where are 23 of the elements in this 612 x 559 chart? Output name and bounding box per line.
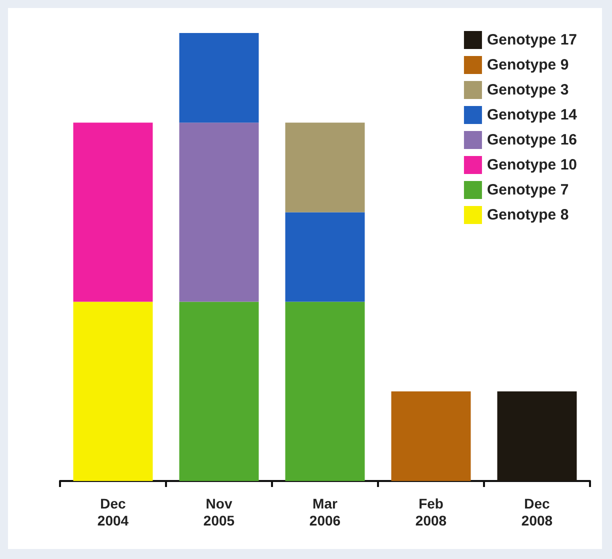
x-tick-label: Feb 2008	[415, 496, 447, 528]
bar	[179, 122, 259, 302]
x-tick-label: Dec 2004	[97, 496, 129, 528]
legend-label: Genotype 3	[486, 82, 569, 98]
bar	[391, 391, 471, 481]
legend-label: Genotype 17	[486, 32, 577, 48]
legend-label: Genotype 16	[486, 132, 577, 148]
legend-label: Genotype 9	[486, 56, 569, 74]
bar	[73, 302, 153, 481]
legend-label: Genotype 8	[486, 206, 569, 224]
x-tick-label: Nov 2005	[203, 496, 235, 528]
bar	[73, 122, 153, 302]
bar	[285, 302, 365, 481]
x-tick-label: Dec 2008	[521, 496, 553, 528]
legend-label: Genotype 10	[486, 156, 577, 174]
bar	[179, 302, 259, 481]
bar	[285, 122, 365, 212]
bar	[285, 212, 365, 302]
x-tick-label: Mar 2006	[309, 496, 341, 528]
legend-label: Genotype 14	[486, 106, 578, 124]
bar	[497, 391, 577, 481]
bar	[179, 33, 259, 123]
legend-label: Genotype 7	[486, 182, 569, 198]
